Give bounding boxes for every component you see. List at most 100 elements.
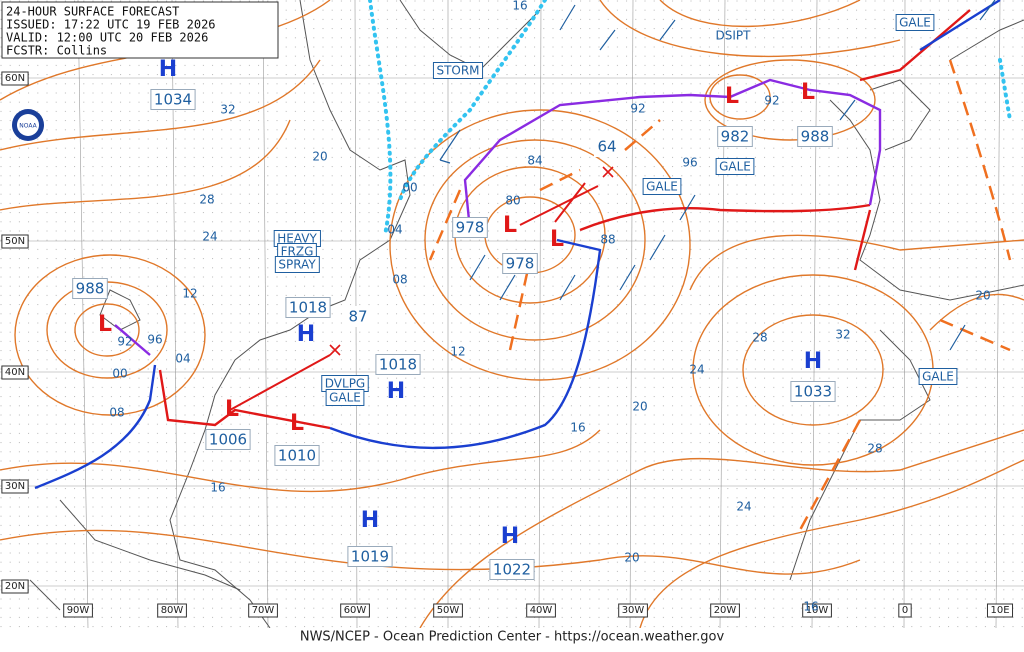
high-symbol: H [804,349,822,374]
longitude-label-box [63,603,93,618]
central-pressure: 1010 [278,447,316,465]
central-pressure: 988 [76,280,105,298]
warning-label: GALE [719,160,751,174]
central-pressure: 1018 [289,299,327,317]
longitude-label-box [618,603,648,618]
longitude-label-box [340,603,370,618]
developing-warning: DVLPG [325,377,365,391]
isobar-label: 16 [512,0,527,13]
isobar-label: 00 [112,367,127,381]
isobar-label: 28 [867,442,882,456]
isobar-label: 16 [803,600,818,614]
isobar-label: 88 [600,233,615,247]
longitude-label-box [710,603,740,618]
central-pressure-box [797,126,833,147]
low-symbol: L [225,397,239,422]
warning-label-box [918,368,958,385]
central-pressure: 1034 [154,91,192,109]
isobar-label: 32 [220,103,235,117]
fronts [34,0,1001,490]
warning-label: GALE [922,370,954,384]
longitude-label: 90W [67,605,90,616]
spray-warning-box [274,256,320,273]
central-pressure-box [452,217,488,238]
longitude-label-box [898,603,912,618]
coastlines [29,0,1024,629]
isobars [0,0,1024,629]
isobar-label: 84 [527,154,542,168]
longitude-label: 10W [806,605,829,616]
spray-warning: FRZG [281,245,314,259]
warning-label-box [895,14,935,31]
latitude-label-box [1,365,29,380]
low-symbol: L [725,84,739,109]
latitude-label: 50N [5,236,25,247]
latitude-label: 60N [5,73,25,84]
isobar-label: 24 [689,363,704,377]
latitude-label-box [1,234,29,249]
high-symbol: H [387,379,405,404]
longitude-label: 40W [530,605,553,616]
isobar-label: 64 [597,138,616,156]
central-pressure: 1019 [351,548,389,566]
longitude-label: 30W [622,605,645,616]
isobar-label: 92 [630,102,645,116]
central-pressure-box [72,278,108,299]
header-line: FCSTR: Collins [6,44,107,58]
header-line: 24-HOUR SURFACE FORECAST [6,5,179,19]
warning-label-box [715,158,755,175]
warning-label: GALE [646,180,678,194]
warning-label: STORM [436,64,479,78]
isobar-label: 96 [682,156,697,170]
low-symbol: L [503,213,517,238]
isobar-label-box [344,306,372,327]
longitude-label-box [433,603,463,618]
warning-label-box [432,62,484,79]
low-symbol: L [98,312,112,337]
spray-warning: SPRAY [278,258,316,272]
isobar-label: 20 [975,289,990,303]
troughs [428,59,1012,531]
central-pressure: 982 [721,128,750,146]
high-symbol: H [501,524,519,549]
longitude-label: 0 [902,605,908,616]
ice-edge [368,0,1012,237]
longitude-label: 20W [714,605,737,616]
isobar-label: 87 [348,308,367,326]
isobar-label: 32 [835,328,850,342]
latitude-label-box [1,71,29,86]
longitude-label-box [248,603,278,618]
longitude-label-box [526,603,556,618]
isobar-label: 92 [764,94,779,108]
isobar-label: 20 [312,150,327,164]
central-pressure-box [285,297,331,318]
warning-label-box [642,178,682,195]
logo-text: NOAA [19,123,37,130]
isobar-label: 08 [109,406,124,420]
header-box [1,1,279,59]
central-pressure-box [347,546,393,567]
isobar-label: 16 [570,421,585,435]
longitude-label-box [986,603,1014,618]
high-symbol: H [297,322,315,347]
central-pressure-box [717,126,753,147]
isobar-label: 08 [392,273,407,287]
latitude-label-box [1,579,29,594]
central-pressure: 988 [801,128,830,146]
central-pressure-box [790,381,836,402]
central-pressure-box [150,89,196,110]
header-line: VALID: 12:00 UTC 20 FEB 2026 [6,31,208,45]
isobar-label: 12 [450,345,465,359]
isobar-label: 24 [736,500,751,514]
warning-label: GALE [899,16,931,30]
spray-warning: HEAVY [277,232,317,246]
noaa-logo: NOAA [12,109,44,141]
labels: 60N 50N 40N 30N 20N 90W 80W 70W 60W 50W 40W 30W 20W 1… [1,0,1014,618]
central-pressure: 1018 [379,356,417,374]
longitude-label: 10E [990,605,1009,616]
central-pressure-box [274,445,320,466]
longitude-label-box [157,603,187,618]
footer-bg [0,628,1024,652]
